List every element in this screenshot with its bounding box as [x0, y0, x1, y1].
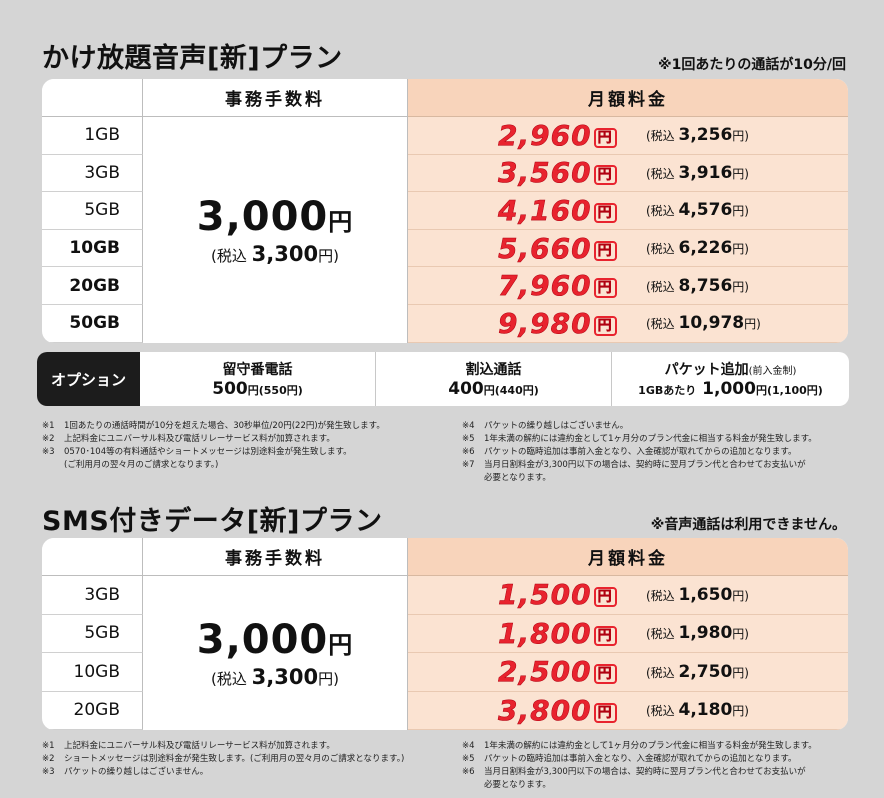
monthly-price-tax: (税込 3,916円) [646, 162, 749, 183]
section1-fee-main: 3,000円 [196, 194, 354, 240]
footnote: ※2 ショートメッセージは別途料金が発生致します。(ご利用月の翌々月のご請求となり… [42, 754, 405, 764]
monthly-price-tax: (税込 2,750円) [646, 661, 749, 682]
section2-fee-tax: (税込 3,300円) [211, 665, 339, 689]
monthly-price-tax: (税込 1,980円) [646, 623, 749, 644]
monthly-price: 3,800 円 [498, 694, 617, 727]
price-row: 1,500 円 (税込 1,650円) [408, 576, 848, 615]
price-row: 2,500 円 (税込 2,750円) [408, 653, 848, 692]
option-voicemail: 留守番電話 500円(550円) [140, 352, 376, 406]
gb-label: 50GB [42, 305, 143, 343]
footnote: ※5 パケットの臨時追加は事前入金となり、入金確認が取れてからの追加となります。 [462, 754, 797, 764]
footnote: ※4 パケットの繰り越しはございません。 [462, 421, 629, 431]
monthly-price-tax: (税込 10,978円) [646, 313, 761, 334]
monthly-price: 4,160 円 [498, 194, 617, 227]
footnote: ※3 0570･104等の有料通話やショートメッセージは別途料金が発生致します。 [42, 447, 352, 457]
section2-header-fee: 事務手数料 [143, 538, 408, 576]
footnote: ※7 当月日割料金が3,300円以下の場合は、契約時に翌月プラン代と合わせてお支払… [462, 460, 806, 470]
monthly-price: 1,500 円 [498, 578, 617, 612]
section1-notes-right: ※4 パケットの繰り越しはございません。 ※5 1年未満の解約には違約金として1ヶ月分… [462, 420, 817, 485]
monthly-price-tax: (税込 4,180円) [646, 700, 749, 721]
footnote: ※1 上記料金にユニバーサル料及び電話リレーサービス料が加算されます。 [42, 741, 335, 751]
monthly-price-tax: (税込 3,256円) [646, 125, 749, 146]
price-row: 2,960 円 (税込 3,256円) [408, 117, 848, 155]
gb-label: 20GB [42, 691, 143, 730]
section1-notes-left: ※1 1回あたりの通話時間が10分を超えた場合、30秒単位/20円(22円)が発生… [42, 420, 385, 472]
footnote: (ご利用月の翌々月のご請求となります。) [64, 460, 219, 470]
section2-header-gb [42, 538, 143, 576]
price-row: 9,980 円 (税込 10,978円) [408, 305, 848, 343]
footnote: ※3 パケットの繰り越しはございません。 [42, 767, 209, 777]
monthly-price: 1,800 円 [498, 617, 617, 650]
monthly-price: 2,960 円 [498, 119, 617, 152]
monthly-price-tax: (税込 6,226円) [646, 238, 749, 259]
price-row: 1,800 円 (税込 1,980円) [408, 614, 848, 653]
gb-label: 3GB [42, 576, 143, 615]
monthly-price: 5,660 円 [498, 231, 617, 265]
section2-notes-left: ※1 上記料金にユニバーサル料及び電話リレーサービス料が加算されます。 ※2 ショート… [42, 740, 404, 779]
section2-header-monthly: 月額料金 [408, 538, 848, 576]
price-row: 5,660 円 (税込 6,226円) [408, 229, 848, 268]
section1-note: ※1回あたりの通話が10分/回 [658, 57, 846, 73]
option-bar: オプション 留守番電話 500円(550円) 割込通話 400円(440円) パ… [37, 352, 849, 406]
gb-label: 3GB [42, 154, 143, 193]
option-call-waiting: 割込通話 400円(440円) [376, 352, 612, 406]
section1-fee-tax: (税込 3,300円) [211, 242, 339, 266]
gb-label: 5GB [42, 192, 143, 230]
section1-title: かけ放題音声[新]プラン [42, 43, 343, 74]
gb-label: 10GB [42, 653, 143, 692]
monthly-price: 2,500 円 [498, 655, 617, 689]
footnote: 必要となります。 [484, 473, 551, 483]
gb-label: 20GB [42, 267, 143, 305]
option-packet-add: パケット追加(前入金制) 1GBあたり 1,000円(1,100円) [638, 362, 823, 399]
option-label: オプション [37, 352, 140, 406]
section2-fee-main: 3,000円 [196, 617, 354, 663]
footnote: ※5 1年未満の解約には違約金として1ヶ月分のプラン代金に相当する料金が発生致しま… [462, 434, 817, 444]
gb-label: 10GB [42, 229, 143, 268]
section2-plan-table: 事務手数料 月額料金 3,000円 (税込 3,300円) 3GB 1,500 円 (… [42, 538, 848, 730]
section2-note: ※音声通話は利用できません。 [650, 517, 846, 533]
section1-plan-table: 事務手数料 月額料金 3,000円 (税込 3,300円) 1GB 2,960 円 (… [42, 79, 848, 343]
footnote: ※6 当月日割料金が3,300円以下の場合は、契約時に翌月プラン代と合わせてお支払… [462, 767, 806, 777]
price-row: 7,960 円 (税込 8,756円) [408, 267, 848, 305]
footnote: ※1 1回あたりの通話時間が10分を超えた場合、30秒単位/20円(22円)が発生… [42, 421, 385, 431]
monthly-price-tax: (税込 1,650円) [646, 584, 749, 605]
price-row: 3,800 円 (税込 4,180円) [408, 691, 848, 730]
footnote: ※2 上記料金にユニバーサル料及び電話リレーサービス料が加算されます。 [42, 434, 335, 444]
monthly-price-tax: (税込 4,576円) [646, 200, 749, 221]
footnote: 必要となります。 [484, 780, 551, 790]
price-row: 4,160 円 (税込 4,576円) [408, 192, 848, 230]
monthly-price: 7,960 円 [498, 269, 617, 302]
section1-header-gb [42, 79, 143, 117]
section1-header-fee: 事務手数料 [143, 79, 408, 117]
price-row: 3,560 円 (税込 3,916円) [408, 154, 848, 193]
monthly-price-tax: (税込 8,756円) [646, 275, 749, 296]
section2-notes-right: ※4 1年未満の解約には違約金として1ヶ月分のプラン代金に相当する料金が発生致しま… [462, 740, 817, 792]
section1-header-monthly: 月額料金 [408, 79, 848, 117]
footnote: ※4 1年未満の解約には違約金として1ヶ月分のプラン代金に相当する料金が発生致しま… [462, 741, 817, 751]
monthly-price: 3,560 円 [498, 156, 617, 190]
section1-fee-cell: 3,000円 (税込 3,300円) [143, 117, 408, 343]
footnote: ※6 パケットの臨時追加は事前入金となり、入金確認が取れてからの追加となります。 [462, 447, 797, 457]
section2-title: SMS付きデータ[新]プラン [42, 506, 383, 537]
section2-fee-cell: 3,000円 (税込 3,300円) [143, 576, 408, 730]
gb-label: 5GB [42, 614, 143, 653]
gb-label: 1GB [42, 117, 143, 155]
monthly-price: 9,980 円 [498, 307, 617, 340]
